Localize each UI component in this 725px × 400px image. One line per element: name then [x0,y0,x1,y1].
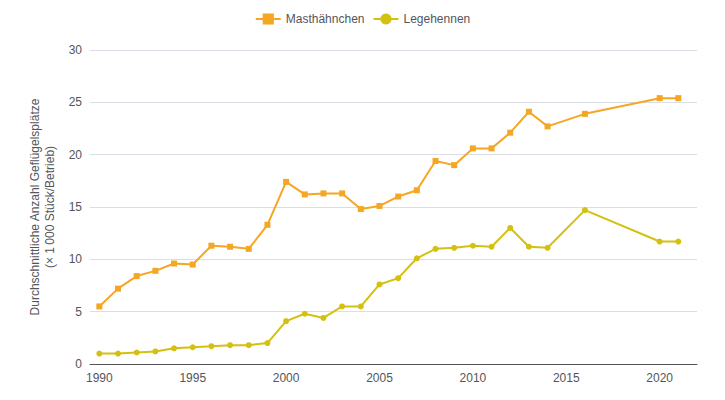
svg-text:2005: 2005 [366,371,393,385]
svg-text:Durchschnittliche Anzahl Geflü: Durchschnittliche Anzahl Geflügelsplätze [28,98,42,315]
svg-text:25: 25 [69,95,83,109]
svg-text:30: 30 [69,43,83,57]
svg-text:Masthähnchen: Masthähnchen [286,12,365,26]
svg-text:10: 10 [69,252,83,266]
svg-text:0: 0 [75,357,82,371]
svg-text:1990: 1990 [86,371,113,385]
svg-text:15: 15 [69,200,83,214]
svg-text:2020: 2020 [646,371,673,385]
svg-text:(× 1 000 Stück/Betrieb): (× 1 000 Stück/Betrieb) [43,146,57,268]
svg-text:1995: 1995 [179,371,206,385]
svg-text:5: 5 [75,305,82,319]
svg-text:2015: 2015 [553,371,580,385]
svg-text:Legehennen: Legehennen [403,12,470,26]
svg-text:2010: 2010 [460,371,487,385]
svg-text:20: 20 [69,148,83,162]
svg-text:2000: 2000 [273,371,300,385]
